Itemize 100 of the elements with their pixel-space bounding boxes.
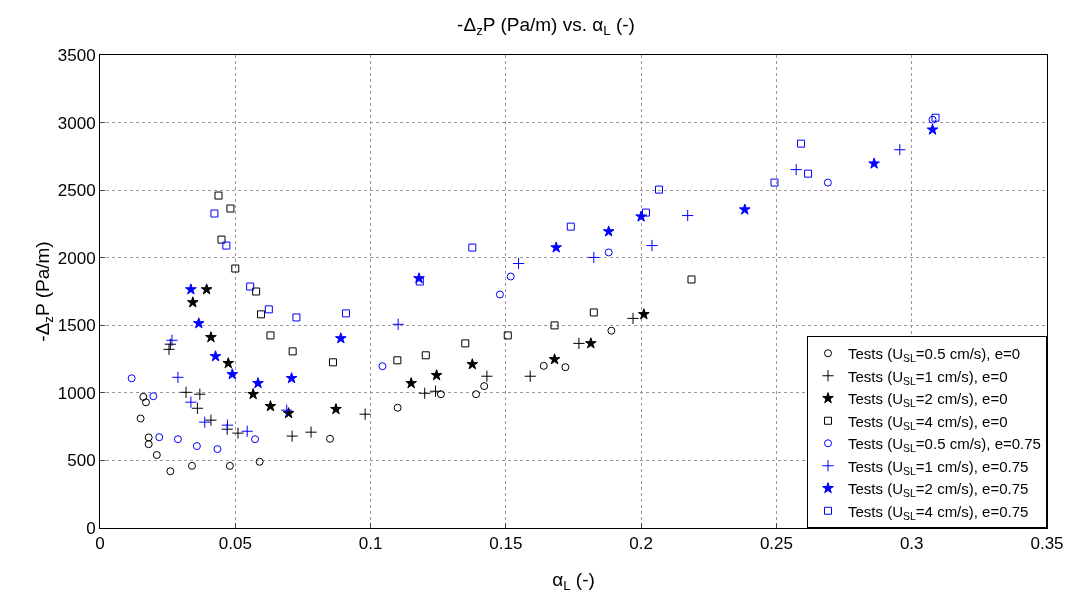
point (152, 451, 161, 460)
point (210, 209, 219, 218)
point (139, 392, 148, 401)
point (436, 390, 445, 399)
point (286, 430, 299, 443)
legend-label: Tests (U$_{SL}$=0.5 cm/s), e=0 (848, 345, 1021, 365)
x-tick-label: 0.2 (629, 534, 653, 554)
point (626, 312, 640, 325)
point (179, 386, 193, 399)
point (393, 403, 402, 412)
point (241, 425, 254, 438)
point (480, 382, 489, 391)
y-tick-label: 3500 (57, 45, 96, 65)
point (655, 185, 663, 194)
point (405, 377, 417, 389)
legend-label: Tests (U$_{SL}$=0.5 cm/s), e=0.75 (848, 435, 1041, 455)
point (480, 370, 494, 383)
point (429, 385, 442, 398)
point (378, 362, 387, 371)
point (264, 305, 273, 314)
point (325, 434, 334, 443)
point (928, 115, 937, 124)
point (604, 248, 613, 257)
point (539, 361, 548, 370)
point (893, 143, 906, 156)
legend-label: Tests (U$_{SL}$=4 cm/s), e=0 (848, 412, 1008, 432)
point (162, 343, 176, 356)
point (184, 396, 198, 409)
point (584, 337, 597, 349)
point (285, 372, 298, 384)
y-tick-label: 1500 (57, 316, 96, 336)
point (200, 283, 213, 295)
x-tick-label: 0.35 (1030, 534, 1064, 554)
point (205, 331, 217, 343)
point (524, 370, 537, 383)
point (193, 388, 206, 401)
point (393, 356, 402, 365)
chart-title: -Δ$_{z}$P (Pa/m) vs. α$_{L}$ (-) (457, 14, 635, 39)
point (506, 272, 515, 281)
point (251, 435, 260, 444)
x-tick-label: 0.3 (899, 534, 924, 554)
point (173, 435, 182, 444)
y-tick-label: 2000 (57, 248, 96, 268)
point (252, 377, 264, 389)
point (204, 414, 218, 427)
point (926, 123, 939, 135)
point (144, 433, 153, 442)
x-axis-title: α$_{L}$ (-) (552, 569, 595, 593)
point (165, 334, 179, 347)
y-tick-label: 2500 (57, 181, 96, 201)
point (288, 347, 297, 356)
point (247, 388, 259, 400)
point (252, 287, 261, 296)
point (931, 113, 940, 122)
point (226, 204, 235, 213)
point (192, 442, 201, 451)
point (868, 157, 880, 169)
point (136, 414, 145, 423)
point (166, 467, 175, 476)
point (503, 331, 512, 340)
point (191, 402, 204, 415)
point (415, 277, 424, 286)
point (392, 318, 405, 331)
point (472, 390, 481, 399)
point (638, 308, 650, 320)
point (512, 257, 525, 270)
point (550, 241, 563, 253)
point (127, 374, 136, 383)
point (738, 203, 751, 215)
point (587, 251, 600, 264)
point (231, 427, 245, 440)
point (246, 282, 255, 291)
point (823, 178, 832, 187)
point (461, 339, 470, 348)
point (226, 368, 239, 380)
point (255, 457, 264, 466)
point (645, 239, 659, 252)
point (687, 275, 696, 284)
x-tick-label: 0.05 (218, 534, 252, 554)
point (790, 163, 803, 176)
point (221, 419, 234, 432)
point (804, 169, 813, 178)
point (561, 363, 570, 372)
point (266, 331, 275, 340)
point (164, 338, 177, 351)
point (142, 398, 150, 407)
point (209, 350, 222, 362)
point (171, 371, 185, 384)
point (256, 310, 265, 319)
point (468, 243, 477, 252)
point (334, 332, 347, 344)
point (231, 264, 240, 273)
point (602, 225, 615, 237)
point (155, 433, 164, 442)
point (466, 358, 479, 370)
point (292, 313, 301, 322)
point (359, 408, 372, 421)
legend-label: Tests (U$_{SL}$=2 cm/s), e=0 (848, 390, 1008, 410)
point (681, 209, 694, 222)
point (149, 392, 158, 401)
